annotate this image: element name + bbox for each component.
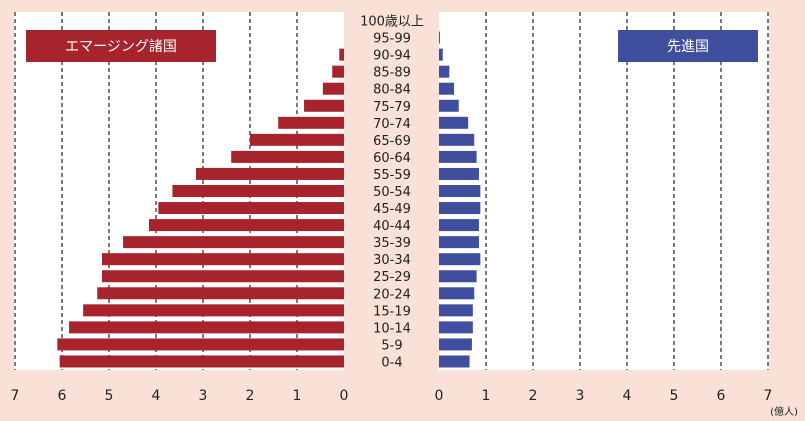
age-label-40-44: 40-44 bbox=[373, 219, 411, 234]
right-x-tick-label: 7 bbox=[764, 388, 773, 404]
developed-bar-30-34 bbox=[439, 253, 481, 266]
emerging-bar-65-69 bbox=[250, 133, 344, 146]
left-series-badge bbox=[26, 30, 216, 62]
right-x-tick-label: 1 bbox=[482, 388, 491, 404]
age-label-5-9: 5-9 bbox=[381, 338, 402, 353]
right-x-tick-label: 2 bbox=[529, 388, 538, 404]
developed-bar-15-19 bbox=[439, 304, 473, 317]
developed-bar-5-9 bbox=[439, 338, 472, 351]
emerging-bar-70-74 bbox=[278, 116, 344, 129]
emerging-bar-30-34 bbox=[101, 253, 344, 266]
age-label-85-89: 85-89 bbox=[373, 66, 411, 81]
emerging-bar-10-14 bbox=[69, 321, 345, 334]
developed-bar-40-44 bbox=[439, 219, 479, 232]
age-label-70-74: 70-74 bbox=[373, 117, 411, 132]
left-x-tick-label: 3 bbox=[199, 388, 208, 404]
emerging-bar-55-59 bbox=[195, 167, 344, 180]
left-x-tick-label: 7 bbox=[11, 388, 20, 404]
developed-bar-20-24 bbox=[439, 287, 475, 300]
emerging-bar-5-9 bbox=[57, 338, 345, 351]
emerging-bar-80-84 bbox=[322, 82, 344, 95]
age-label-55-59: 55-59 bbox=[373, 168, 411, 183]
emerging-bar-40-44 bbox=[148, 219, 344, 232]
emerging-bar-60-64 bbox=[231, 150, 344, 163]
age-label-65-69: 65-69 bbox=[373, 134, 411, 149]
right-x-tick-label: 5 bbox=[670, 388, 679, 404]
age-label-80-84: 80-84 bbox=[373, 83, 411, 98]
emerging-bar-50-54 bbox=[172, 185, 344, 197]
right-x-tick-label: 0 bbox=[435, 388, 444, 404]
age-label-60-64: 60-64 bbox=[373, 151, 411, 166]
emerging-bar-20-24 bbox=[97, 287, 344, 300]
emerging-bar-85-89 bbox=[332, 65, 344, 78]
developed-bar-55-59 bbox=[439, 167, 479, 180]
emerging-bar-45-49 bbox=[158, 202, 344, 215]
emerging-bar-0-4 bbox=[59, 355, 345, 368]
emerging-bar-15-19 bbox=[83, 304, 345, 317]
age-label-25-29: 25-29 bbox=[373, 270, 411, 285]
developed-bar-95-99 bbox=[439, 31, 440, 44]
developed-bar-70-74 bbox=[439, 116, 469, 129]
developed-bar-0-4 bbox=[439, 355, 470, 368]
right-plot-area bbox=[439, 12, 769, 370]
age-label-100歳以上: 100歳以上 bbox=[360, 15, 424, 30]
age-label-90-94: 90-94 bbox=[373, 49, 411, 64]
right-x-tick-label: 3 bbox=[576, 388, 585, 404]
right-series-name: 先進国 bbox=[667, 39, 709, 55]
right-x-tick-label: 4 bbox=[623, 388, 632, 404]
developed-bar-50-54 bbox=[439, 185, 481, 197]
developed-bar-75-79 bbox=[439, 99, 459, 112]
left-x-tick-label: 5 bbox=[105, 388, 114, 404]
emerging-bar-75-79 bbox=[304, 99, 344, 112]
developed-bar-25-29 bbox=[439, 270, 477, 283]
right-x-tick-label: 6 bbox=[717, 388, 726, 404]
left-x-tick-label: 6 bbox=[58, 388, 67, 404]
left-x-tick-label: 1 bbox=[293, 388, 302, 404]
developed-bar-10-14 bbox=[439, 321, 473, 334]
emerging-bar-90-94 bbox=[339, 48, 344, 61]
age-label-75-79: 75-79 bbox=[373, 100, 411, 115]
developed-bar-60-64 bbox=[439, 150, 477, 163]
age-label-10-14: 10-14 bbox=[373, 321, 411, 336]
emerging-bar-35-39 bbox=[123, 236, 344, 249]
right-series-badge bbox=[618, 30, 758, 62]
age-label-35-39: 35-39 bbox=[373, 236, 411, 251]
developed-bar-45-49 bbox=[439, 202, 481, 215]
age-label-20-24: 20-24 bbox=[373, 287, 411, 302]
age-label-15-19: 15-19 bbox=[373, 304, 411, 319]
age-label-50-54: 50-54 bbox=[373, 185, 411, 200]
developed-bar-85-89 bbox=[439, 65, 450, 78]
left-x-tick-label: 0 bbox=[340, 388, 349, 404]
left-x-tick-label: 4 bbox=[152, 388, 161, 404]
age-label-30-34: 30-34 bbox=[373, 253, 411, 268]
left-x-tick-label: 2 bbox=[246, 388, 255, 404]
emerging-bar-25-29 bbox=[101, 270, 344, 283]
age-label-45-49: 45-49 bbox=[373, 202, 411, 217]
unit-label: (億人) bbox=[770, 405, 798, 418]
developed-bar-65-69 bbox=[439, 133, 475, 146]
left-series-name: エマージング諸国 bbox=[65, 39, 177, 55]
developed-bar-35-39 bbox=[439, 236, 479, 249]
age-label-95-99: 95-99 bbox=[373, 32, 411, 47]
developed-bar-80-84 bbox=[439, 82, 455, 95]
age-label-0-4: 0-4 bbox=[381, 355, 402, 370]
developed-bar-90-94 bbox=[439, 48, 443, 61]
